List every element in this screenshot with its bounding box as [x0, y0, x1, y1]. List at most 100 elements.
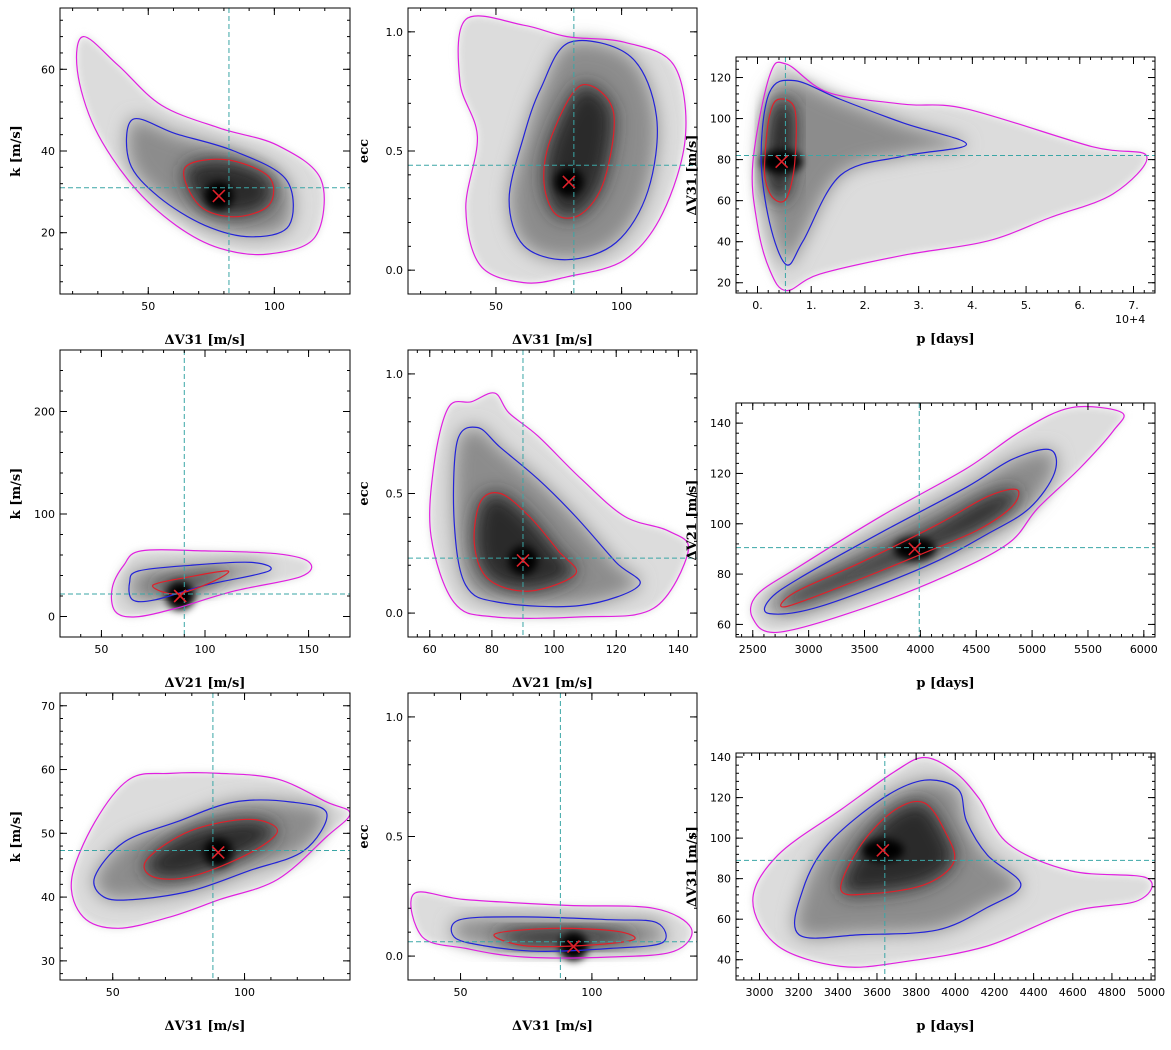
- x-tick-label: 4800: [1098, 986, 1126, 999]
- contour-inner: [763, 98, 797, 203]
- y-tick-label: 20: [717, 277, 731, 290]
- y-tick-label: 0.0: [386, 950, 404, 963]
- x-tick-label: 150: [298, 643, 319, 656]
- y-tick-label: 1.0: [386, 711, 404, 724]
- contour-inner: [780, 488, 1020, 608]
- contour-inner: [473, 492, 578, 592]
- y-tick-label: 60: [717, 913, 731, 926]
- y-axis-title: ΔV31 [m/s]: [685, 135, 700, 216]
- density-core: [474, 492, 577, 592]
- panel-5: 60 80 100 120 140 0.0 0.5 1.0 ΔV21 [m/s] ecc: [357, 349, 698, 691]
- x-tick-label: 3200: [785, 986, 813, 999]
- x-tick-label: 3800: [902, 986, 930, 999]
- contour-outer: [110, 549, 313, 618]
- x-multiplier-label: 10+4: [1115, 313, 1145, 326]
- peak-marker: [516, 553, 530, 568]
- peak-marker: [212, 189, 226, 203]
- y-tick-label: 140: [710, 417, 731, 430]
- x-tick-label: 5000: [1018, 643, 1046, 656]
- panel-9: 3000 3200 3400 3600 3800 4000 4200 4400 4600 4800…: [685, 751, 1165, 1034]
- y-tick-label: 0.0: [386, 607, 404, 620]
- contour-mid: [760, 79, 968, 266]
- y-tick-label: 40: [41, 145, 55, 158]
- y-tick-label: 120: [710, 792, 731, 805]
- y-tick-label: 80: [717, 568, 731, 581]
- y-tick-label: 70: [41, 700, 55, 713]
- x-tick-label: 5500: [1074, 643, 1102, 656]
- y-tick-label: 0.5: [386, 145, 404, 158]
- peak-marker: [173, 589, 187, 603]
- density-area: [736, 57, 1155, 293]
- contour-outer: [749, 405, 1125, 634]
- y-tick-label: 140: [710, 751, 731, 764]
- x-tick-label: 1.: [806, 299, 817, 312]
- contour-inner: [493, 927, 636, 948]
- panel-1: 50 100 20 40 60 ΔV31 [m/s] k [m/s]: [9, 7, 351, 348]
- x-tick-label: 3.: [913, 299, 924, 312]
- x-tick-label: 4000: [941, 986, 969, 999]
- x-tick-label: 2500: [739, 643, 767, 656]
- density-area: [60, 693, 350, 980]
- axes-frame: [59, 692, 351, 981]
- contour-outer: [410, 891, 693, 959]
- x-tick-label: 2.: [860, 299, 871, 312]
- contour-mid: [763, 448, 1058, 615]
- y-tick-label: 60: [717, 618, 731, 631]
- x-axis-title: p [days]: [916, 332, 974, 347]
- y-tick-label: 100: [34, 508, 55, 521]
- x-tick-label: 4400: [1020, 986, 1048, 999]
- panel-8: 50 100 0.0 0.5 1.0 ΔV31 [m/s] ecc: [357, 692, 698, 1034]
- x-tick-label: 50: [94, 643, 108, 656]
- x-axis-title: ΔV31 [m/s]: [165, 1019, 246, 1034]
- density-area: [408, 350, 697, 637]
- contour-inner: [183, 158, 275, 218]
- panel-3: 0. 1. 2. 3. 4. 5. 6. 7. 20 40 60 80 100 120 10+4 p [day…: [685, 56, 1156, 347]
- x-axis-title: ΔV31 [m/s]: [512, 333, 593, 348]
- x-tick-label: 3600: [863, 986, 891, 999]
- contour-outer: [75, 36, 325, 256]
- peak-marker: [211, 845, 225, 860]
- x-tick-label: 50: [489, 300, 503, 313]
- x-tick-label: 50: [141, 300, 155, 313]
- x-axis-title: p [days]: [916, 676, 974, 691]
- x-tick-label: 4.: [967, 299, 978, 312]
- x-tick-label: 7.: [1128, 299, 1139, 312]
- contour-outer: [429, 392, 690, 619]
- density-area: [60, 350, 350, 637]
- panel-7: 50 100 30 40 50 60 70 ΔV31 [m/s] k [m/s]: [9, 692, 351, 1034]
- x-tick-label: 4200: [980, 986, 1008, 999]
- x-tick-label: 140: [668, 643, 689, 656]
- x-tick-label: 5000: [1137, 986, 1165, 999]
- y-axis-title: k [m/s]: [9, 468, 24, 520]
- y-tick-label: 100: [710, 518, 731, 531]
- contour-outer: [751, 61, 1148, 292]
- density-area: [408, 8, 697, 294]
- x-tick-label: 5.: [1021, 299, 1032, 312]
- y-tick-label: 0.0: [386, 264, 404, 277]
- y-axis-title: ecc: [357, 139, 372, 163]
- peak-marker: [566, 939, 581, 954]
- contour-mid: [128, 561, 272, 603]
- contour-mid: [450, 916, 667, 952]
- x-tick-label: 0.: [752, 299, 763, 312]
- x-axis-title: ΔV21 [m/s]: [165, 676, 246, 691]
- x-tick-label: 4600: [1059, 986, 1087, 999]
- density-area: [736, 753, 1155, 980]
- y-tick-label: 60: [41, 63, 55, 76]
- axes-frame: [735, 752, 1156, 981]
- contour-mid: [93, 799, 328, 901]
- y-tick-label: 0.5: [386, 831, 404, 844]
- axes-frame: [735, 402, 1156, 638]
- y-tick-label: 80: [717, 154, 731, 167]
- x-tick-label: 100: [581, 986, 602, 999]
- x-tick-label: 3500: [850, 643, 878, 656]
- x-tick-label: 50: [106, 986, 120, 999]
- peak-marker: [562, 175, 576, 189]
- x-tick-label: 4000: [906, 643, 934, 656]
- x-axis-title: ΔV21 [m/s]: [512, 676, 593, 691]
- panel-2: 50 100 0.0 0.5 1.0 ΔV31 [m/s] ecc: [357, 7, 698, 348]
- x-tick-label: 50: [454, 986, 468, 999]
- contour-mid: [125, 117, 294, 238]
- y-tick-label: 60: [717, 195, 731, 208]
